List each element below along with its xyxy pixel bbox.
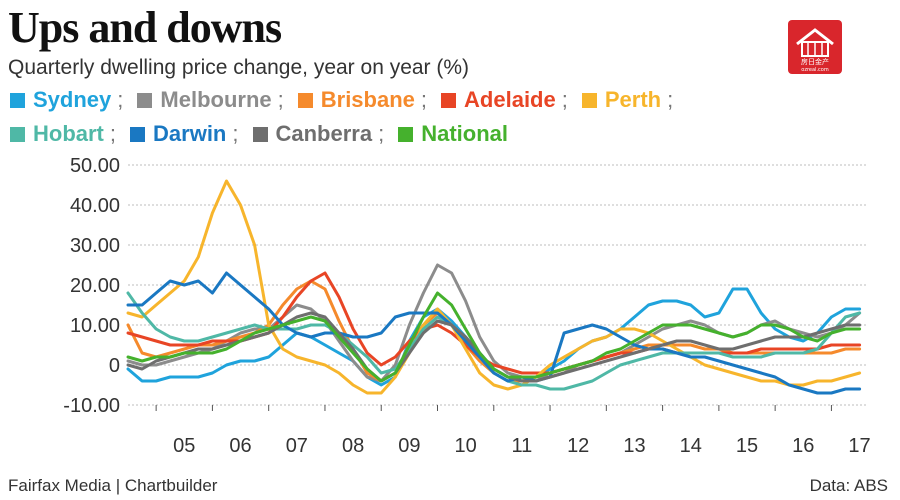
chart-title: Ups and downs bbox=[8, 3, 282, 52]
legend-swatch bbox=[252, 126, 268, 142]
legend-separator: ; bbox=[561, 87, 568, 112]
x-tick-label: 13 bbox=[623, 435, 645, 457]
y-axis-ticks: 50.00 40.00 30.00 20.00 10.00 0 -10.00 bbox=[63, 155, 120, 417]
chart-series-lines bbox=[126, 179, 862, 395]
legend-label-hobart: Hobart bbox=[33, 121, 104, 146]
brand-logo: 房日金产 ozreal.com bbox=[788, 20, 842, 74]
legend-item-darwin: Darwin; bbox=[130, 121, 239, 147]
legend-label-canberra: Canberra bbox=[275, 121, 373, 146]
y-tick-label: 10.00 bbox=[70, 315, 120, 337]
x-tick-label: 07 bbox=[286, 435, 308, 457]
series-line-darwin bbox=[126, 271, 862, 395]
x-tick-label: 08 bbox=[342, 435, 364, 457]
y-tick-label: 40.00 bbox=[70, 195, 120, 217]
legend-separator: ; bbox=[667, 87, 674, 112]
legend-item-melbourne: Melbourne; bbox=[137, 87, 284, 113]
legend-separator: ; bbox=[277, 87, 284, 112]
x-tick-label: 16 bbox=[792, 435, 814, 457]
legend-item-hobart: Hobart; bbox=[10, 121, 116, 147]
legend-label-national: National bbox=[421, 121, 509, 146]
series-line-perth bbox=[126, 179, 862, 395]
y-tick-label: 20.00 bbox=[70, 275, 120, 297]
legend-item-adelaide: Adelaide; bbox=[441, 87, 568, 113]
logo-url: ozreal.com bbox=[801, 67, 829, 73]
legend-separator: ; bbox=[378, 121, 385, 146]
x-tick-label: 15 bbox=[736, 435, 758, 457]
legend-item-sydney: Sydney; bbox=[10, 87, 123, 113]
legend-item-perth: Perth; bbox=[581, 87, 674, 113]
legend-swatch bbox=[130, 126, 146, 142]
legend-row-1: Sydney; Melbourne; Brisbane; Adelaide; P… bbox=[10, 87, 687, 113]
chart-subtitle: Quarterly dwelling price change, year on… bbox=[8, 56, 470, 79]
x-tick-label: 09 bbox=[398, 435, 420, 457]
legend-swatch bbox=[10, 92, 25, 108]
x-tick-label: 05 bbox=[173, 435, 195, 457]
series-line-national bbox=[126, 291, 862, 383]
x-axis-ticks: 05 06 07 08 09 10 11 12 13 14 15 16 17 bbox=[155, 405, 871, 457]
legend-label-perth: Perth bbox=[604, 87, 662, 112]
x-tick-label: 10 bbox=[455, 435, 477, 457]
legend-label-sydney: Sydney bbox=[33, 87, 112, 112]
legend-separator: ; bbox=[232, 121, 239, 146]
legend-item-canberra: Canberra; bbox=[252, 121, 385, 147]
x-tick-label: 12 bbox=[567, 435, 589, 457]
legend-row-2: Hobart; Darwin; Canberra; National bbox=[10, 121, 522, 147]
logo-text: 房日金产 bbox=[801, 57, 829, 66]
x-tick-label: 06 bbox=[229, 435, 251, 457]
x-tick-label: 11 bbox=[512, 435, 533, 457]
y-tick-label: 0 bbox=[109, 355, 120, 377]
legend-swatch bbox=[10, 126, 25, 142]
legend-swatch bbox=[297, 92, 313, 108]
x-tick-label: 17 bbox=[848, 435, 870, 457]
logo-roof-icon bbox=[796, 28, 834, 46]
legend-label-brisbane: Brisbane bbox=[320, 87, 415, 112]
y-tick-label: 30.00 bbox=[70, 235, 120, 257]
legend-swatch bbox=[398, 126, 414, 142]
legend-swatch bbox=[137, 92, 153, 108]
y-tick-label: 50.00 bbox=[70, 155, 120, 177]
y-tick-label: -10.00 bbox=[63, 395, 120, 417]
legend-separator: ; bbox=[420, 87, 428, 112]
legend-item-national: National bbox=[398, 121, 508, 147]
legend-separator: ; bbox=[109, 121, 117, 146]
legend-separator: ; bbox=[117, 87, 124, 112]
legend-swatch bbox=[581, 92, 597, 108]
x-tick-label: 14 bbox=[680, 435, 702, 457]
legend-swatch bbox=[441, 92, 457, 108]
footer-source: Fairfax Media | Chartbuilder bbox=[8, 476, 218, 495]
footer-data-credit: Data: ABS bbox=[809, 476, 888, 495]
legend-label-darwin: Darwin bbox=[153, 121, 227, 146]
legend-label-melbourne: Melbourne bbox=[160, 87, 272, 112]
legend-item-brisbane: Brisbane; bbox=[297, 87, 428, 113]
legend-label-adelaide: Adelaide bbox=[464, 87, 556, 112]
